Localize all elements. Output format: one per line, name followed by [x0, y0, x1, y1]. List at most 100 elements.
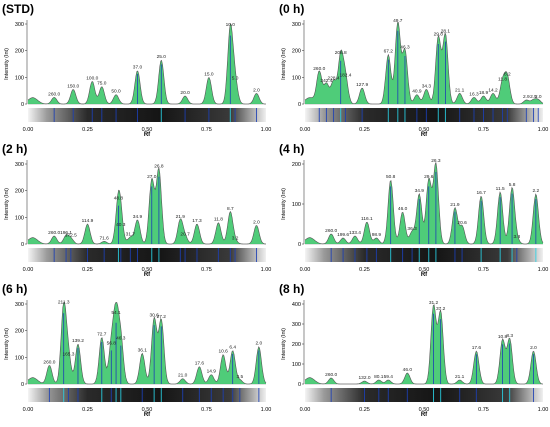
peak-label: 29.8: [434, 31, 444, 37]
panel-title: (STD): [2, 2, 34, 16]
peak-label: 100.0: [86, 75, 98, 81]
peak-label: 17.6: [195, 361, 205, 367]
x-tick-label: 0.50: [142, 267, 153, 273]
peak-label: 3.5: [236, 374, 243, 380]
peak-label: 6.4: [229, 345, 236, 351]
y-tick-label: 0: [21, 382, 24, 388]
y-axis-label: Intensity (Int): [281, 188, 287, 220]
chart-panel-5: (6 h) Intensity (Int) 0 100 200 300 260.0 211.3…: [2, 282, 271, 418]
y-tick-label: 0: [298, 102, 301, 108]
x-tick-label: 0.25: [359, 407, 370, 413]
peak-label: 260.0: [325, 372, 337, 378]
y-tick-label: 0: [298, 242, 301, 248]
peak-label: 260.0: [313, 66, 325, 72]
x-axis-label: Rf: [144, 412, 151, 418]
x-tick-label: 0.25: [82, 407, 93, 413]
y-tick-label: 200: [15, 189, 24, 195]
lane-strip: [28, 108, 266, 122]
peak-label: 260.0: [48, 91, 60, 97]
peak-label: 48.8: [114, 195, 124, 201]
y-tick-label: 400: [292, 302, 301, 308]
peak-label: 260.0: [48, 230, 60, 236]
peak-label: 127.9: [356, 82, 368, 88]
x-tick-label: 0.25: [359, 267, 370, 273]
x-tick-label: 1.00: [538, 127, 549, 133]
x-axis-label: Rf: [421, 272, 428, 278]
peak-label: 260.0: [43, 359, 55, 365]
y-tick-label: 0: [21, 242, 24, 248]
profile-line: [304, 162, 544, 245]
x-tick-label: 0.25: [359, 127, 370, 133]
y-tick-label: 300: [15, 302, 24, 308]
peak-label: 10.0: [226, 22, 236, 28]
peak-label: 21.9: [176, 214, 186, 220]
y-tick-label: 200: [15, 329, 24, 335]
peak-label: 15.0: [204, 71, 214, 77]
peak-label: 199.6: [337, 232, 349, 238]
y-tick-label: 100: [15, 215, 24, 221]
profile-line: [27, 302, 267, 385]
x-tick-label: 1.00: [261, 267, 272, 273]
peak-label: 150.0: [67, 83, 79, 89]
y-tick-label: 0: [21, 102, 24, 108]
panel-title: (0 h): [279, 2, 304, 16]
peak-label: 3.2: [232, 235, 239, 241]
peak-label: 228.4: [328, 75, 340, 81]
peak-label: 20.7: [180, 231, 190, 237]
peak-label: 46.3: [116, 335, 126, 341]
peak-label: 11.8: [498, 77, 507, 83]
peak-label: 50.0: [111, 89, 121, 95]
y-tick-label: 100: [292, 75, 301, 81]
y-tick-label: 300: [292, 322, 301, 328]
y-tick-label: 300: [15, 22, 24, 28]
peak-label: 37.0: [133, 65, 143, 71]
x-tick-label: 1.00: [538, 267, 549, 273]
peak-label: 5.0: [232, 75, 239, 81]
peak-label: 8.3: [506, 333, 513, 339]
peak-label: 260.0: [325, 228, 337, 234]
panel-title: (4 h): [279, 142, 304, 156]
peak-label: 2.2: [533, 188, 540, 194]
peak-label: 8.2: [504, 71, 511, 77]
peak-label: 31.2: [429, 300, 439, 306]
x-axis-label: Rf: [421, 132, 428, 138]
peak-label: 165.3: [62, 351, 74, 357]
peak-label: 59.4: [384, 374, 394, 380]
peak-label: 208.8: [335, 50, 347, 56]
peak-label: 46.0: [403, 367, 413, 373]
x-tick-label: 0.00: [300, 267, 311, 273]
profile-line: [27, 22, 266, 105]
peak-label: 16.3: [469, 91, 479, 97]
peak-label: 196.1: [60, 230, 72, 236]
panel-title: (6 h): [2, 282, 27, 296]
x-tick-label: 0.00: [300, 407, 311, 413]
x-tick-label: 1.00: [538, 407, 549, 413]
peak-label: 46.0: [398, 206, 408, 212]
x-tick-label: 0.75: [201, 127, 212, 133]
peak-label: 49.7: [393, 18, 403, 24]
peak-label: 3.8: [513, 234, 520, 240]
peak-label: 211.3: [58, 299, 70, 305]
peak-label: 2.0: [530, 345, 537, 351]
chart-panel-6: (8 h) Intensity (Int) 0 100 200 300 400 260.0 13…: [279, 282, 548, 418]
x-tick-label: 0.00: [300, 127, 311, 133]
peak-label: 27.0: [147, 174, 157, 180]
profile-area: [28, 167, 266, 244]
peak-label: 139.2: [72, 338, 84, 344]
x-tick-label: 0.75: [478, 407, 489, 413]
peak-label: 133.4: [349, 230, 361, 236]
x-tick-label: 0.75: [201, 407, 212, 413]
peak-label: 20.6: [457, 220, 467, 226]
y-axis-label: Intensity (Int): [4, 48, 10, 80]
peak-label: 27.2: [157, 314, 167, 320]
peak-label: 34.3: [422, 83, 432, 89]
peak-label: 10.8: [498, 334, 508, 340]
peak-label: 16.7: [476, 190, 486, 196]
peak-label: 10.6: [218, 349, 228, 355]
y-tick-label: 200: [292, 162, 301, 168]
peak-label: 132.0: [358, 375, 370, 381]
peak-label: 21.1: [455, 87, 465, 93]
peak-label: 34.9: [415, 188, 425, 194]
